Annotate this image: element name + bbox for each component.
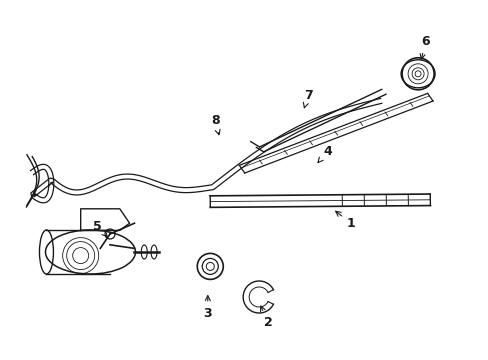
Text: 4: 4: [317, 145, 331, 163]
Text: 5: 5: [93, 220, 107, 237]
Text: 6: 6: [419, 35, 429, 59]
Text: 8: 8: [210, 114, 220, 135]
Text: 3: 3: [203, 296, 212, 320]
Text: 2: 2: [260, 306, 272, 329]
Text: 7: 7: [303, 89, 312, 108]
Text: 1: 1: [335, 211, 355, 230]
